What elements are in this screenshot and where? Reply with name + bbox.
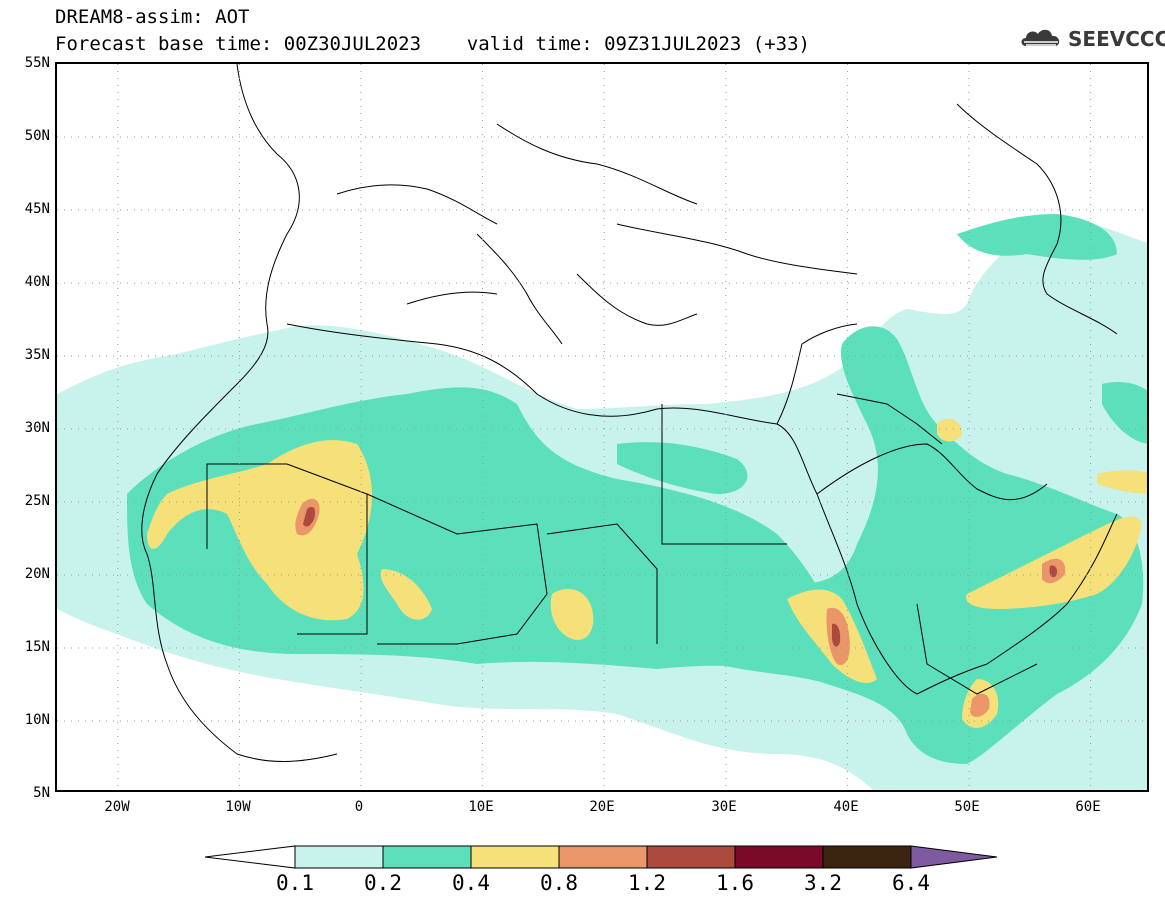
colorbar-label-1.2: 1.2: [628, 871, 666, 895]
colorbar-label-0.8: 0.8: [540, 871, 578, 895]
colorbar-label-0.4: 0.4: [452, 871, 490, 895]
lat-label-55n: 55N: [24, 55, 50, 71]
lon-label-10w: 10W: [225, 799, 251, 815]
aot-band-1.2: [303, 506, 1058, 647]
lat-label-30n: 30N: [24, 420, 50, 436]
gridlines: [57, 64, 1147, 790]
lat-label-20n: 20N: [24, 566, 50, 582]
lon-label-10e: 10E: [468, 799, 494, 815]
colorbar-segment-2: [382, 845, 472, 869]
colorbar-segment-4: [558, 845, 648, 869]
lat-label-25n: 25N: [24, 493, 50, 509]
seevccc-logo: SEEVCCC: [1018, 24, 1165, 54]
colorbar-segment-7: [822, 845, 912, 869]
map-panel: [55, 62, 1149, 792]
cloud-icon: [1021, 29, 1060, 46]
colorbar-segment-5: [646, 845, 736, 869]
map-title: DREAM8-assim: AOT: [55, 6, 250, 28]
lon-label-30e: 30E: [711, 799, 737, 815]
lat-label-40n: 40N: [24, 274, 50, 290]
colorbar-arrow-high: [910, 845, 998, 869]
forecast-time-line: Forecast base time: 00Z30JUL2023 valid t…: [55, 33, 810, 55]
lat-label-10n: 10N: [24, 712, 50, 728]
aot-map: [57, 64, 1147, 790]
colorbar-label-1.6: 1.6: [716, 871, 754, 895]
colorbar-label-0.2: 0.2: [364, 871, 402, 895]
colorbar: [205, 845, 998, 869]
lon-label-60e: 60E: [1075, 799, 1101, 815]
colorbar-segment-3: [470, 845, 560, 869]
coastlines: [141, 64, 1118, 762]
colorbar-label-0.1: 0.1: [276, 871, 314, 895]
lon-label-0: 0: [354, 799, 364, 815]
lat-label-5n: 5N: [33, 785, 50, 801]
lon-label-40e: 40E: [833, 799, 859, 815]
colorbar-segment-6: [734, 845, 824, 869]
lon-label-20w: 20W: [104, 799, 130, 815]
colorbar-label-3.2: 3.2: [804, 871, 842, 895]
lon-label-50e: 50E: [954, 799, 980, 815]
lon-label-20e: 20E: [589, 799, 615, 815]
lat-label-50n: 50N: [24, 128, 50, 144]
lat-label-15n: 15N: [24, 639, 50, 655]
logo-text: SEEVCCC: [1068, 27, 1165, 51]
colorbar-label-6.4: 6.4: [892, 871, 930, 895]
lat-label-35n: 35N: [24, 347, 50, 363]
colorbar-arrow-low: [205, 845, 296, 869]
colorbar-segment-1: [294, 845, 384, 869]
lat-label-45n: 45N: [24, 201, 50, 217]
